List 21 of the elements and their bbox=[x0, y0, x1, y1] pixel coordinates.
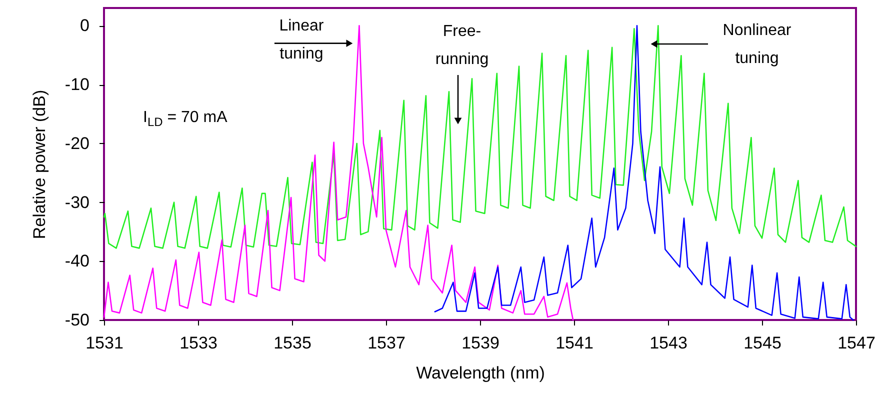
x-tick-label: 1545 bbox=[744, 334, 782, 352]
x-tick-label: 1535 bbox=[274, 334, 312, 352]
x-tick-label: 1537 bbox=[368, 334, 406, 352]
y-tick-label: -10 bbox=[64, 75, 90, 94]
y-axis-title: Relative power (dB) bbox=[30, 90, 49, 240]
x-tick-label: 1533 bbox=[180, 334, 218, 352]
y-tick-label: -40 bbox=[64, 252, 90, 271]
y-tick-label: -20 bbox=[64, 134, 90, 153]
x-tick-label: 1543 bbox=[650, 334, 688, 352]
annotation: Nonlinear tuning bbox=[722, 22, 792, 67]
y-tick-label: 0 bbox=[80, 16, 90, 36]
annotation: Linear tuning bbox=[279, 17, 324, 62]
x-tick-label: 1531 bbox=[86, 334, 124, 352]
y-tick-label: -30 bbox=[64, 192, 90, 212]
x-tick-label: 1547 bbox=[838, 334, 876, 352]
x-tick-label: 1539 bbox=[462, 334, 500, 352]
x-tick-label: 1541 bbox=[556, 334, 594, 352]
x-axis-title: Wavelength (nm) bbox=[416, 364, 545, 382]
annotation: Free-running bbox=[435, 23, 489, 68]
y-tick-label: -50 bbox=[64, 310, 90, 330]
line-series bbox=[434, 25, 854, 321]
